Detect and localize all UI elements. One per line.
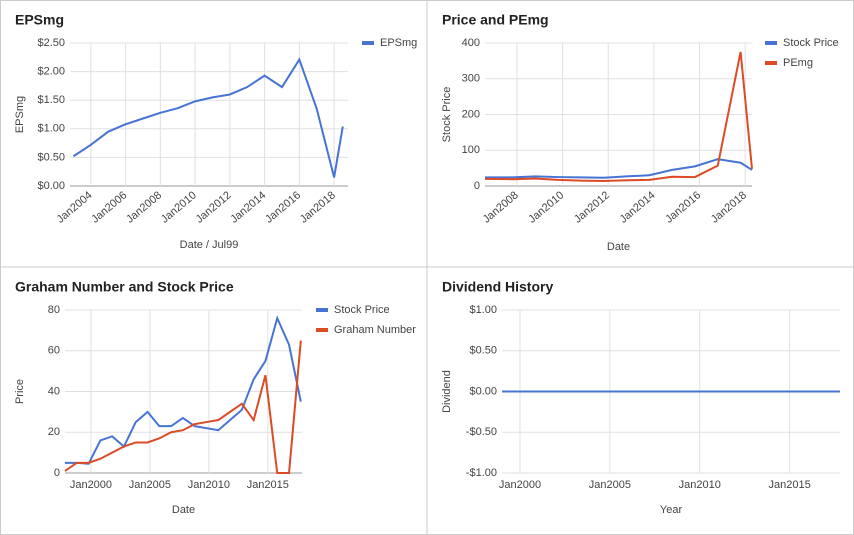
y-axis-label: Stock Price (441, 87, 453, 143)
chart-panel: Dividend History -$1.00 -$0.50 $0.00 $0.50 $1… (441, 279, 840, 516)
y-tick-label: -$0.50 (466, 426, 497, 438)
legend-label: Graham Number (334, 324, 416, 336)
x-tick-label: Jan2014 (228, 189, 268, 225)
y-tick-label: $1.50 (37, 94, 65, 106)
y-tick-label: 20 (48, 426, 60, 438)
x-tick-label: Jan2010 (188, 479, 230, 491)
legend-label: Stock Price (334, 304, 390, 316)
x-tick-label: Jan2000 (499, 479, 541, 491)
y-tick-label: $2.00 (37, 66, 65, 78)
x-tick-label: Jan2010 (159, 189, 199, 225)
y-axis-label: EPSmg (14, 96, 26, 133)
x-tick-label: Jan2010 (526, 189, 566, 225)
x-tick-label: Jan2008 (124, 189, 164, 225)
x-tick-label: Jan2006 (89, 189, 129, 225)
legend-swatch (362, 41, 374, 45)
y-tick-label: 40 (48, 385, 60, 397)
legend-swatch (316, 328, 328, 332)
legend-swatch (765, 41, 777, 45)
series-line (64, 340, 302, 474)
x-tick-label: Jan2005 (589, 479, 631, 491)
x-tick-label: Jan2012 (572, 189, 612, 225)
y-tick-label: $1.00 (37, 123, 65, 135)
x-axis-label: Date (607, 241, 630, 253)
legend-label: Stock Price (783, 37, 839, 49)
x-tick-label: Jan2014 (618, 189, 658, 225)
y-axis-label: Dividend (441, 370, 453, 413)
x-tick-label: Jan2018 (709, 189, 749, 225)
legend-label: PEmg (783, 57, 813, 69)
chart-title: EPSmg (15, 12, 64, 28)
chart-panel: Graham Number and Stock Price 0 20 40 60 80 Ja… (14, 279, 416, 516)
x-tick-label: Jan2004 (55, 189, 95, 225)
y-tick-label: $0.50 (469, 345, 497, 357)
y-tick-label: 0 (474, 180, 480, 192)
x-tick-label: Jan2015 (247, 479, 289, 491)
x-tick-label: Jan2015 (769, 479, 811, 491)
y-tick-label: $0.50 (37, 151, 65, 163)
x-tick-label: Jan2016 (663, 189, 703, 225)
y-tick-label: 400 (462, 37, 480, 49)
chart-title: Dividend History (442, 279, 553, 295)
x-tick-label: Jan2005 (129, 479, 171, 491)
y-tick-label: $0.00 (37, 180, 65, 192)
y-tick-label: 80 (48, 304, 60, 316)
series-line (484, 51, 753, 182)
series-line (485, 158, 753, 179)
legend-label: EPSmg (380, 37, 417, 49)
x-tick-label: Jan2012 (194, 189, 234, 225)
series-line (65, 315, 302, 465)
x-tick-label: Jan2008 (481, 189, 521, 225)
x-axis-label: Date / Jul99 (180, 239, 239, 251)
legend-swatch (765, 61, 777, 65)
x-axis-label: Date (172, 504, 195, 516)
y-tick-label: $2.50 (37, 37, 65, 49)
y-tick-label: 0 (54, 467, 60, 479)
chart-title: Graham Number and Stock Price (15, 279, 234, 295)
chart-title: Price and PEmg (442, 12, 549, 28)
y-tick-label: 300 (462, 73, 480, 85)
x-axis-label: Year (660, 504, 683, 516)
y-tick-label: -$1.00 (466, 467, 497, 479)
x-tick-label: Jan2000 (70, 479, 112, 491)
y-axis-label: Price (14, 379, 26, 404)
y-tick-label: 200 (462, 108, 480, 120)
series-line (72, 57, 344, 178)
y-tick-label: $0.00 (469, 385, 497, 397)
x-tick-label: Jan2010 (679, 479, 721, 491)
legend-swatch (316, 308, 328, 312)
x-tick-label: Jan2018 (298, 189, 338, 225)
y-tick-label: $1.00 (469, 304, 497, 316)
x-tick-label: Jan2016 (263, 189, 303, 225)
chart-panel: EPSmg $0.00 $0.50 $1.00 $1.50 $2.00 $2.50 Jan20… (14, 12, 417, 251)
y-tick-label: 100 (462, 144, 480, 156)
y-tick-label: 60 (48, 345, 60, 357)
